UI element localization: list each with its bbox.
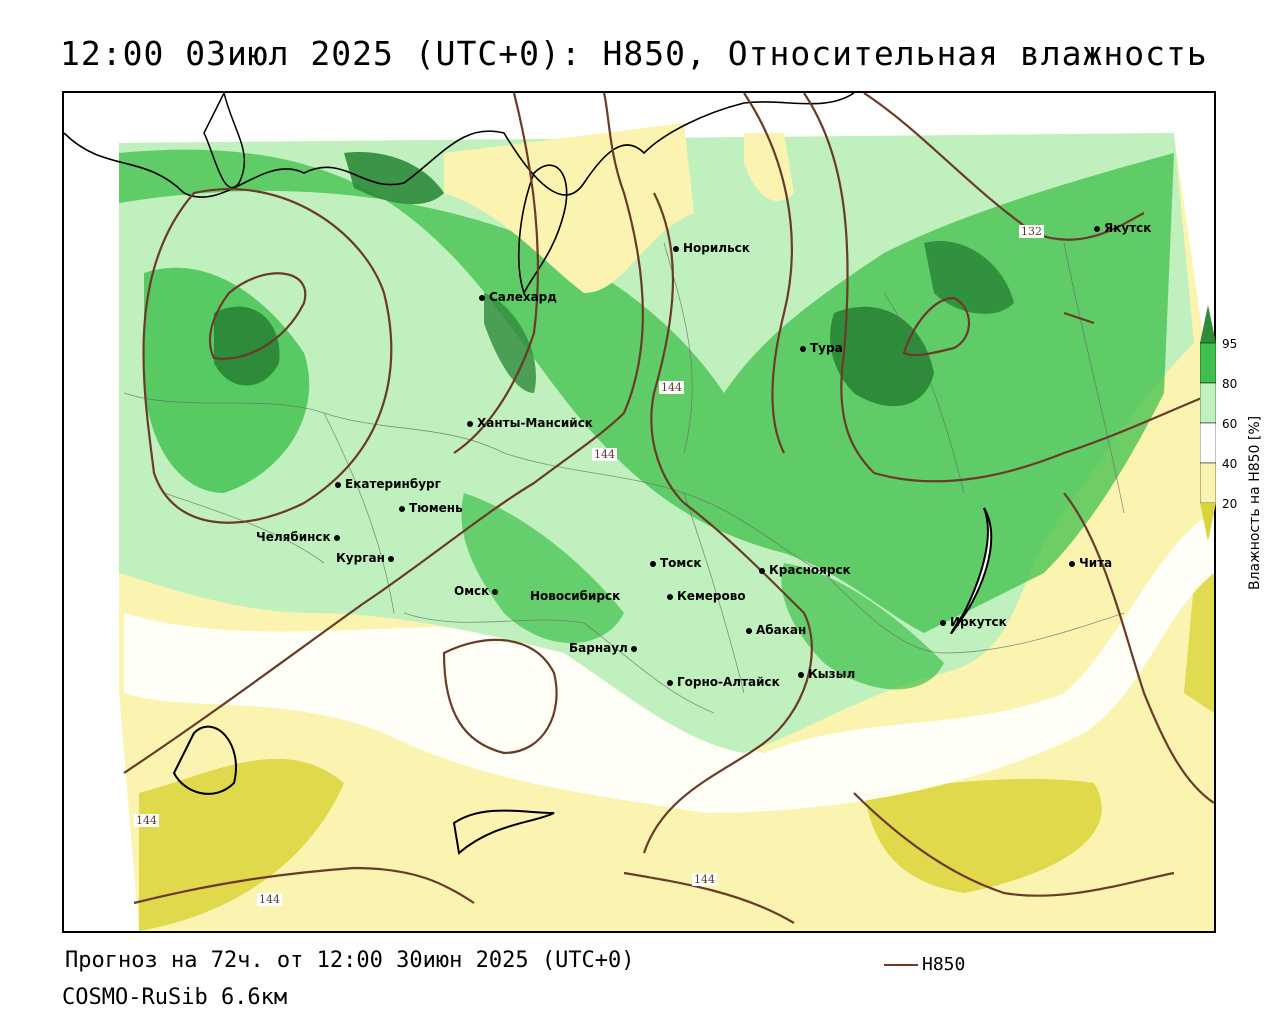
forecast-info: Прогноз на 72ч. от 12:00 30июн 2025 (UTC… xyxy=(65,948,635,973)
city-marker[interactable]: Салехард xyxy=(479,290,557,304)
city-dot-icon xyxy=(667,679,673,686)
city-marker[interactable]: Тура xyxy=(800,341,843,355)
city-marker[interactable]: Кемерово xyxy=(667,589,746,603)
contour-label: 144 xyxy=(592,448,617,461)
dry-zone-se xyxy=(864,778,1102,893)
map-area[interactable]: 144 144 132 144 144 144 Норильск Якутск … xyxy=(62,91,1216,933)
colorbar-arrow-top-icon xyxy=(1200,305,1216,343)
city-marker[interactable]: Ханты-Мансийск xyxy=(467,416,593,430)
region-borders xyxy=(123,242,1125,714)
colorbar-tick: 20 xyxy=(1222,497,1238,511)
city-dot-icon xyxy=(1069,560,1075,567)
city-dot-icon xyxy=(630,645,637,652)
city-marker[interactable]: Красноярск xyxy=(759,563,851,577)
city-dot-icon xyxy=(940,619,946,626)
humid-zone-medium xyxy=(119,149,1174,633)
city-dot-icon xyxy=(333,534,340,541)
colorbar-arrow-bottom-icon xyxy=(1200,503,1216,541)
city-marker[interactable]: Тюмень xyxy=(399,501,463,515)
colorbar-tick: 80 xyxy=(1222,377,1238,391)
city-dot-icon xyxy=(467,420,473,427)
humid-zone-dark xyxy=(214,306,280,386)
contour-label: 144 xyxy=(134,814,159,827)
city-dot-icon xyxy=(800,345,806,352)
city-dot-icon xyxy=(673,245,679,252)
model-name: COSMO-RuSib 6.6км xyxy=(62,985,288,1010)
lake-baikal xyxy=(950,507,993,635)
colorbar-title: Влажность на H850 [%] xyxy=(1247,415,1263,590)
dry-zone-e xyxy=(1184,573,1214,713)
city-marker[interactable]: Горно-Алтайск xyxy=(667,675,780,689)
city-marker[interactable]: Челябинск xyxy=(256,530,344,544)
city-marker[interactable]: Курган xyxy=(336,551,398,565)
contour-label: 144 xyxy=(692,873,717,886)
colorbar-tick: 60 xyxy=(1222,417,1238,431)
city-dot-icon xyxy=(387,555,394,562)
caspian-sea xyxy=(172,725,237,795)
city-marker[interactable]: Якутск xyxy=(1094,221,1151,235)
city-marker[interactable]: Норильск xyxy=(673,241,750,255)
h850-contours xyxy=(123,93,1214,924)
city-marker[interactable]: Новосибирск xyxy=(530,589,621,603)
city-marker[interactable]: Омск xyxy=(454,584,502,598)
city-marker[interactable]: Абакан xyxy=(746,623,806,637)
contour-label: 132 xyxy=(1019,225,1044,238)
city-dot-icon xyxy=(1094,225,1100,232)
city-dot-icon xyxy=(335,481,341,488)
contour-label: 144 xyxy=(257,893,282,906)
city-marker[interactable]: Чита xyxy=(1069,556,1112,570)
city-dot-icon xyxy=(650,560,656,567)
city-dot-icon xyxy=(492,588,499,595)
city-marker[interactable]: Томск xyxy=(650,556,702,570)
city-marker[interactable]: Кызыл xyxy=(798,667,855,681)
city-marker[interactable]: Иркутск xyxy=(940,615,1007,629)
city-dot-icon xyxy=(759,567,765,574)
city-dot-icon xyxy=(479,294,485,301)
city-dot-icon xyxy=(667,593,673,600)
contour-label: 144 xyxy=(659,381,684,394)
city-marker[interactable]: Екатеринбург xyxy=(335,477,441,491)
contour-legend: H850 xyxy=(884,954,965,975)
city-dot-icon xyxy=(798,671,804,678)
dry-zone-sw xyxy=(139,758,344,931)
lake-balkhash xyxy=(452,809,555,855)
map-title: 12:00 03июл 2025 (UTC+0): H850, Относите… xyxy=(60,34,1208,73)
colorbar-tick: 95 xyxy=(1222,337,1238,351)
humidity-colorbar xyxy=(1200,305,1216,541)
city-marker[interactable]: Барнаул xyxy=(569,641,641,655)
city-dot-icon xyxy=(746,627,752,634)
map-canvas xyxy=(64,93,1214,931)
coastline xyxy=(64,93,855,198)
city-dot-icon xyxy=(399,505,405,512)
contour-line-icon xyxy=(884,964,918,966)
colorbar-tick: 40 xyxy=(1222,457,1238,471)
